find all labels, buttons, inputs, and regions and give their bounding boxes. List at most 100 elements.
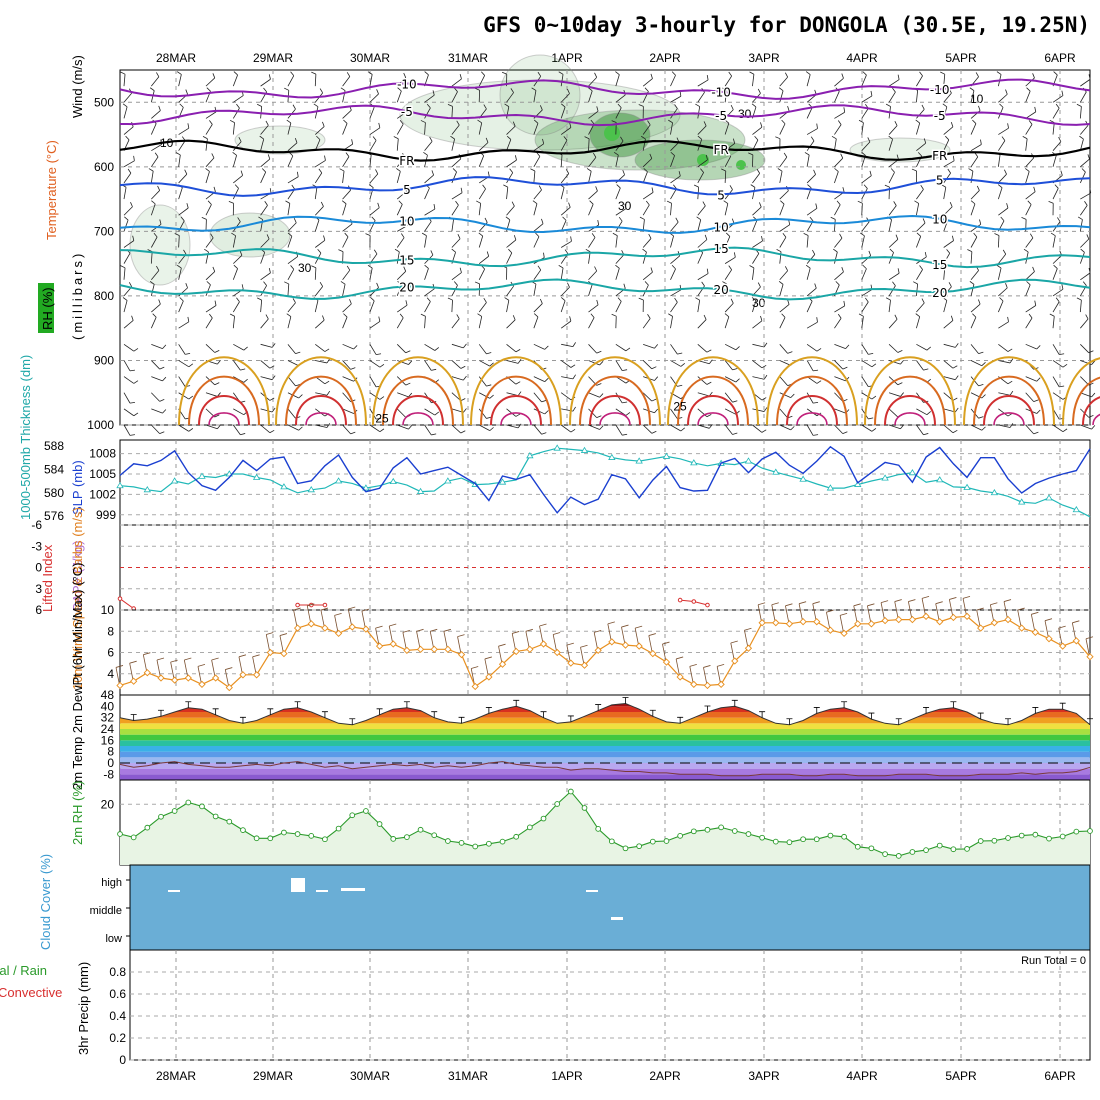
rh2m-marker [895, 853, 902, 859]
wind-barb-flag [486, 352, 492, 355]
wind-barb [369, 127, 381, 135]
wind-barb [1052, 344, 1060, 355]
slp-tick-label: 1008 [89, 447, 116, 461]
wind-barb [478, 188, 486, 200]
thickness-marker [1017, 498, 1026, 505]
wind-barb-flag [696, 216, 701, 221]
wind-barb-flag [241, 284, 244, 290]
wind-barb-flag [340, 87, 346, 91]
wind-barb-flag [1005, 89, 1008, 95]
wind-barb-flag [763, 407, 768, 412]
wind-barb [287, 222, 297, 232]
wind-barb [205, 392, 218, 397]
wind-barb-flag [623, 283, 626, 289]
wind-barb-flag [153, 232, 158, 238]
temp-band [120, 723, 1090, 729]
wind-barb [670, 344, 678, 355]
wind-barb [779, 284, 784, 297]
wind10m-barb-flag [1085, 636, 1094, 640]
wind-barb-flag [148, 168, 154, 172]
wind-barb-flag [346, 72, 351, 77]
wind-barb [369, 267, 373, 280]
wind-barb [724, 302, 734, 313]
upper-air-grid [120, 70, 1090, 426]
wind10m-marker [280, 649, 288, 658]
wind-barb-flag [624, 203, 627, 209]
wind-barb [260, 78, 271, 87]
wind-barb [588, 171, 592, 184]
wind-barb [123, 240, 135, 248]
cloud-patch [341, 888, 365, 891]
wind-barb-flag [1087, 154, 1090, 160]
wind-barb-flag [701, 281, 705, 287]
wind10m-marker [881, 616, 889, 625]
wind-barb-flag [486, 251, 490, 257]
wind-barb [287, 344, 296, 354]
wind-barb [1080, 238, 1090, 248]
thickness-marker [198, 472, 206, 479]
wind-barb [315, 239, 326, 248]
wind-barb-flag [706, 349, 712, 353]
wind-barb [752, 206, 762, 216]
wind-barb-flag [424, 264, 429, 269]
rh2m-marker [690, 828, 697, 835]
wind-barb [752, 220, 758, 232]
wind-barb-flag [185, 89, 188, 95]
wind-barb [1080, 424, 1092, 430]
wind-barb-flag [897, 349, 903, 353]
wind-barb-flag [544, 345, 549, 350]
wind-barb-flag [565, 169, 570, 174]
wind-barb [697, 252, 704, 264]
wind-barb [150, 156, 159, 168]
wind-barb-flag [158, 105, 161, 111]
wind-barb-flag [371, 216, 376, 221]
wind-barb [1052, 235, 1056, 248]
isotherm-label: 25 [375, 412, 389, 426]
wind10m-barb-flag [525, 628, 533, 632]
wind-barb [670, 188, 677, 200]
rh-max-blob [697, 154, 709, 166]
wind-barb-flag [651, 398, 657, 402]
temp2m-tick-label: 8 [107, 745, 114, 759]
wind-barb [724, 236, 731, 248]
wind-barb-flag [1032, 73, 1035, 79]
wind-barb-flag [638, 297, 644, 301]
wind-barb-flag [649, 153, 653, 159]
wind-barb-flag [790, 393, 795, 398]
isotherm-label: -10 [930, 83, 950, 97]
wind-barb [834, 157, 844, 168]
wind-barb-flag [675, 217, 679, 223]
wind-barb-flag [923, 433, 929, 436]
wind-barb [724, 392, 733, 403]
wind-barb-flag [596, 415, 602, 419]
wind-barb [506, 285, 514, 297]
wind-barb [342, 392, 351, 402]
wind-barb [779, 156, 788, 168]
wind-barb-flag [783, 152, 788, 158]
wind-barb [970, 236, 978, 248]
rh2m-marker [349, 812, 356, 819]
rh2m-axis: 20 [101, 797, 115, 811]
wind-barb-flag [151, 200, 156, 205]
wind-barb [1052, 95, 1064, 103]
wind-barb-flag [367, 71, 373, 75]
thickness-marker [854, 480, 862, 487]
surface-isotherm [667, 356, 759, 426]
wind-barb-flag [996, 264, 1002, 269]
wind-barb [451, 376, 464, 381]
wind-barb [506, 172, 514, 184]
wind-barb-flag [915, 313, 920, 317]
wind-barb [943, 300, 948, 313]
rh2m-marker [813, 836, 820, 843]
wind-barb-flag [271, 343, 276, 348]
precip-tick-label: 0.4 [109, 1009, 126, 1023]
wind-barb [314, 267, 317, 280]
wind-barb-flag [641, 135, 646, 140]
wind-barb-flag [727, 152, 732, 157]
surface-isotherm [786, 394, 838, 426]
wind-barb [342, 76, 351, 87]
wind-barb-flag [365, 233, 371, 236]
wind10m-barb-flag [430, 628, 438, 632]
wind-barb [178, 360, 190, 368]
wind-barb [697, 159, 708, 168]
